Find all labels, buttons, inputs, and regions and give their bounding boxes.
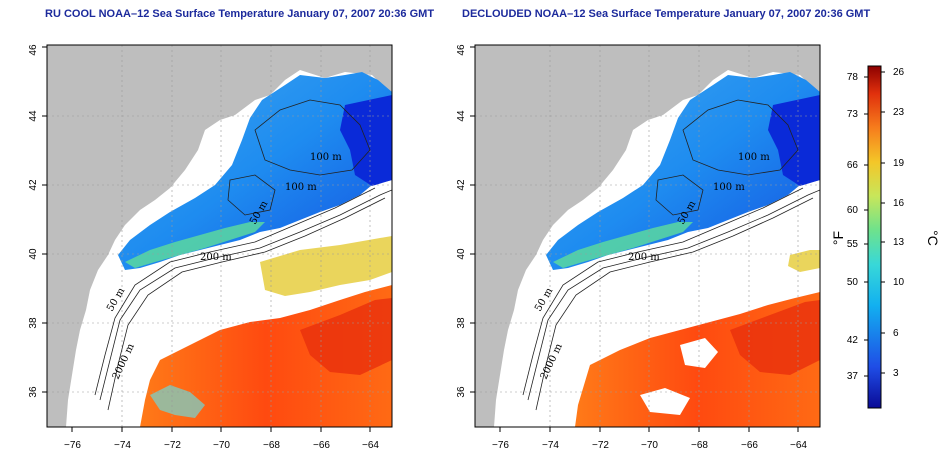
celsius-tick: 6: [893, 328, 899, 339]
cloud-gap: [680, 338, 718, 368]
celsius-tick: 19: [893, 158, 905, 169]
cloud-gap: [640, 388, 690, 415]
bathymetry-contours: [94, 99, 392, 411]
y-axis-labels: 36 38 40 42 44 46: [456, 44, 467, 398]
axis-ticks: [470, 46, 799, 432]
grid-lines: [475, 45, 820, 427]
colorbar-ticks: [864, 71, 885, 377]
fahrenheit-tick: 55: [847, 239, 859, 250]
map-panel-left: 100 m 100 m 50 m 200 m 50 m 2000 m −76 −…: [28, 44, 393, 451]
panel-title-left: RU COOL NOAA–12 Sea Surface Temperature …: [45, 8, 435, 20]
shelf-water-cold: [546, 72, 820, 270]
y-tick: 44: [28, 110, 39, 122]
cool-filaments: [150, 385, 205, 418]
land-coastline: [475, 45, 820, 427]
land-coastline: [47, 45, 392, 427]
celsius-tick: 10: [893, 277, 905, 288]
y-tick: 44: [456, 110, 467, 122]
celsius-tick: 26: [893, 67, 905, 78]
warm-core: [730, 300, 820, 375]
y-tick: 40: [28, 248, 39, 260]
gulf-stream-edge: [260, 236, 392, 296]
fahrenheit-tick: 50: [847, 277, 859, 288]
gulf-stream-edge: [788, 250, 820, 272]
shelf-green-band: [125, 222, 265, 268]
contour-label-200m: 200 m: [200, 252, 232, 263]
y-tick: 38: [456, 317, 467, 329]
celsius-tick: 16: [893, 198, 905, 209]
axis-ticks: [42, 46, 371, 432]
contour-label-100m-a: 100 m: [738, 152, 770, 163]
fahrenheit-tick: 66: [847, 160, 859, 171]
map-frame: [46, 44, 393, 428]
contour-label-100m-a: 100 m: [310, 152, 342, 163]
x-tick: −72: [592, 440, 609, 451]
y-tick: 40: [456, 248, 467, 260]
celsius-tick: 3: [893, 368, 899, 379]
x-tick: −66: [741, 440, 758, 451]
grid-lines: [47, 45, 392, 427]
shelf-water-cold: [118, 72, 392, 270]
x-tick: −68: [691, 440, 708, 451]
x-tick: −76: [492, 440, 509, 451]
y-axis-labels: 36 38 40 42 44 46: [28, 44, 39, 398]
y-tick: 46: [28, 44, 39, 56]
colorbar: 78 73 66 60 55 50 42 37 26 23 19 16 13 1…: [830, 65, 941, 409]
x-tick: −72: [164, 440, 181, 451]
y-tick: 46: [456, 44, 467, 56]
bathymetry-contours: [522, 99, 820, 411]
y-tick: 36: [28, 386, 39, 398]
celsius-tick: 13: [893, 237, 905, 248]
y-tick: 42: [28, 179, 39, 191]
celsius-unit-label: °C: [925, 230, 941, 246]
x-tick: −74: [114, 440, 131, 451]
x-tick: −66: [313, 440, 330, 451]
panel-title-right: DECLOUDED NOAA–12 Sea Surface Temperatur…: [462, 8, 871, 20]
contour-label-100m-b: 100 m: [713, 182, 745, 193]
fahrenheit-tick: 78: [847, 72, 859, 83]
contour-label-100m-b: 100 m: [285, 182, 317, 193]
x-axis-labels: −76 −74 −72 −70 −68 −66 −64: [64, 440, 379, 451]
map-frame: [474, 44, 821, 428]
fahrenheit-unit-label: °F: [830, 231, 846, 245]
contour-label-200m: 200 m: [628, 252, 660, 263]
y-tick: 38: [28, 317, 39, 329]
x-tick: −64: [790, 440, 807, 451]
warm-core: [300, 298, 392, 375]
x-tick: −68: [263, 440, 280, 451]
fahrenheit-tick: 73: [847, 109, 859, 120]
x-axis-labels: −76 −74 −72 −70 −68 −66 −64: [492, 440, 807, 451]
x-tick: −64: [362, 440, 379, 451]
colorbar-gradient: [867, 65, 882, 409]
x-tick: −76: [64, 440, 81, 451]
y-tick: 42: [456, 179, 467, 191]
shelf-green-band: [553, 222, 693, 268]
x-tick: −70: [213, 440, 230, 451]
celsius-tick: 23: [893, 107, 905, 118]
x-tick: −74: [542, 440, 559, 451]
fahrenheit-tick: 60: [847, 205, 859, 216]
y-tick: 36: [456, 386, 467, 398]
fahrenheit-tick: 42: [847, 335, 859, 346]
fahrenheit-tick: 37: [847, 371, 859, 382]
map-panel-right: 100 m 100 m 50 m 200 m 50 m 2000 m −76 −…: [456, 44, 821, 451]
x-tick: −70: [641, 440, 658, 451]
